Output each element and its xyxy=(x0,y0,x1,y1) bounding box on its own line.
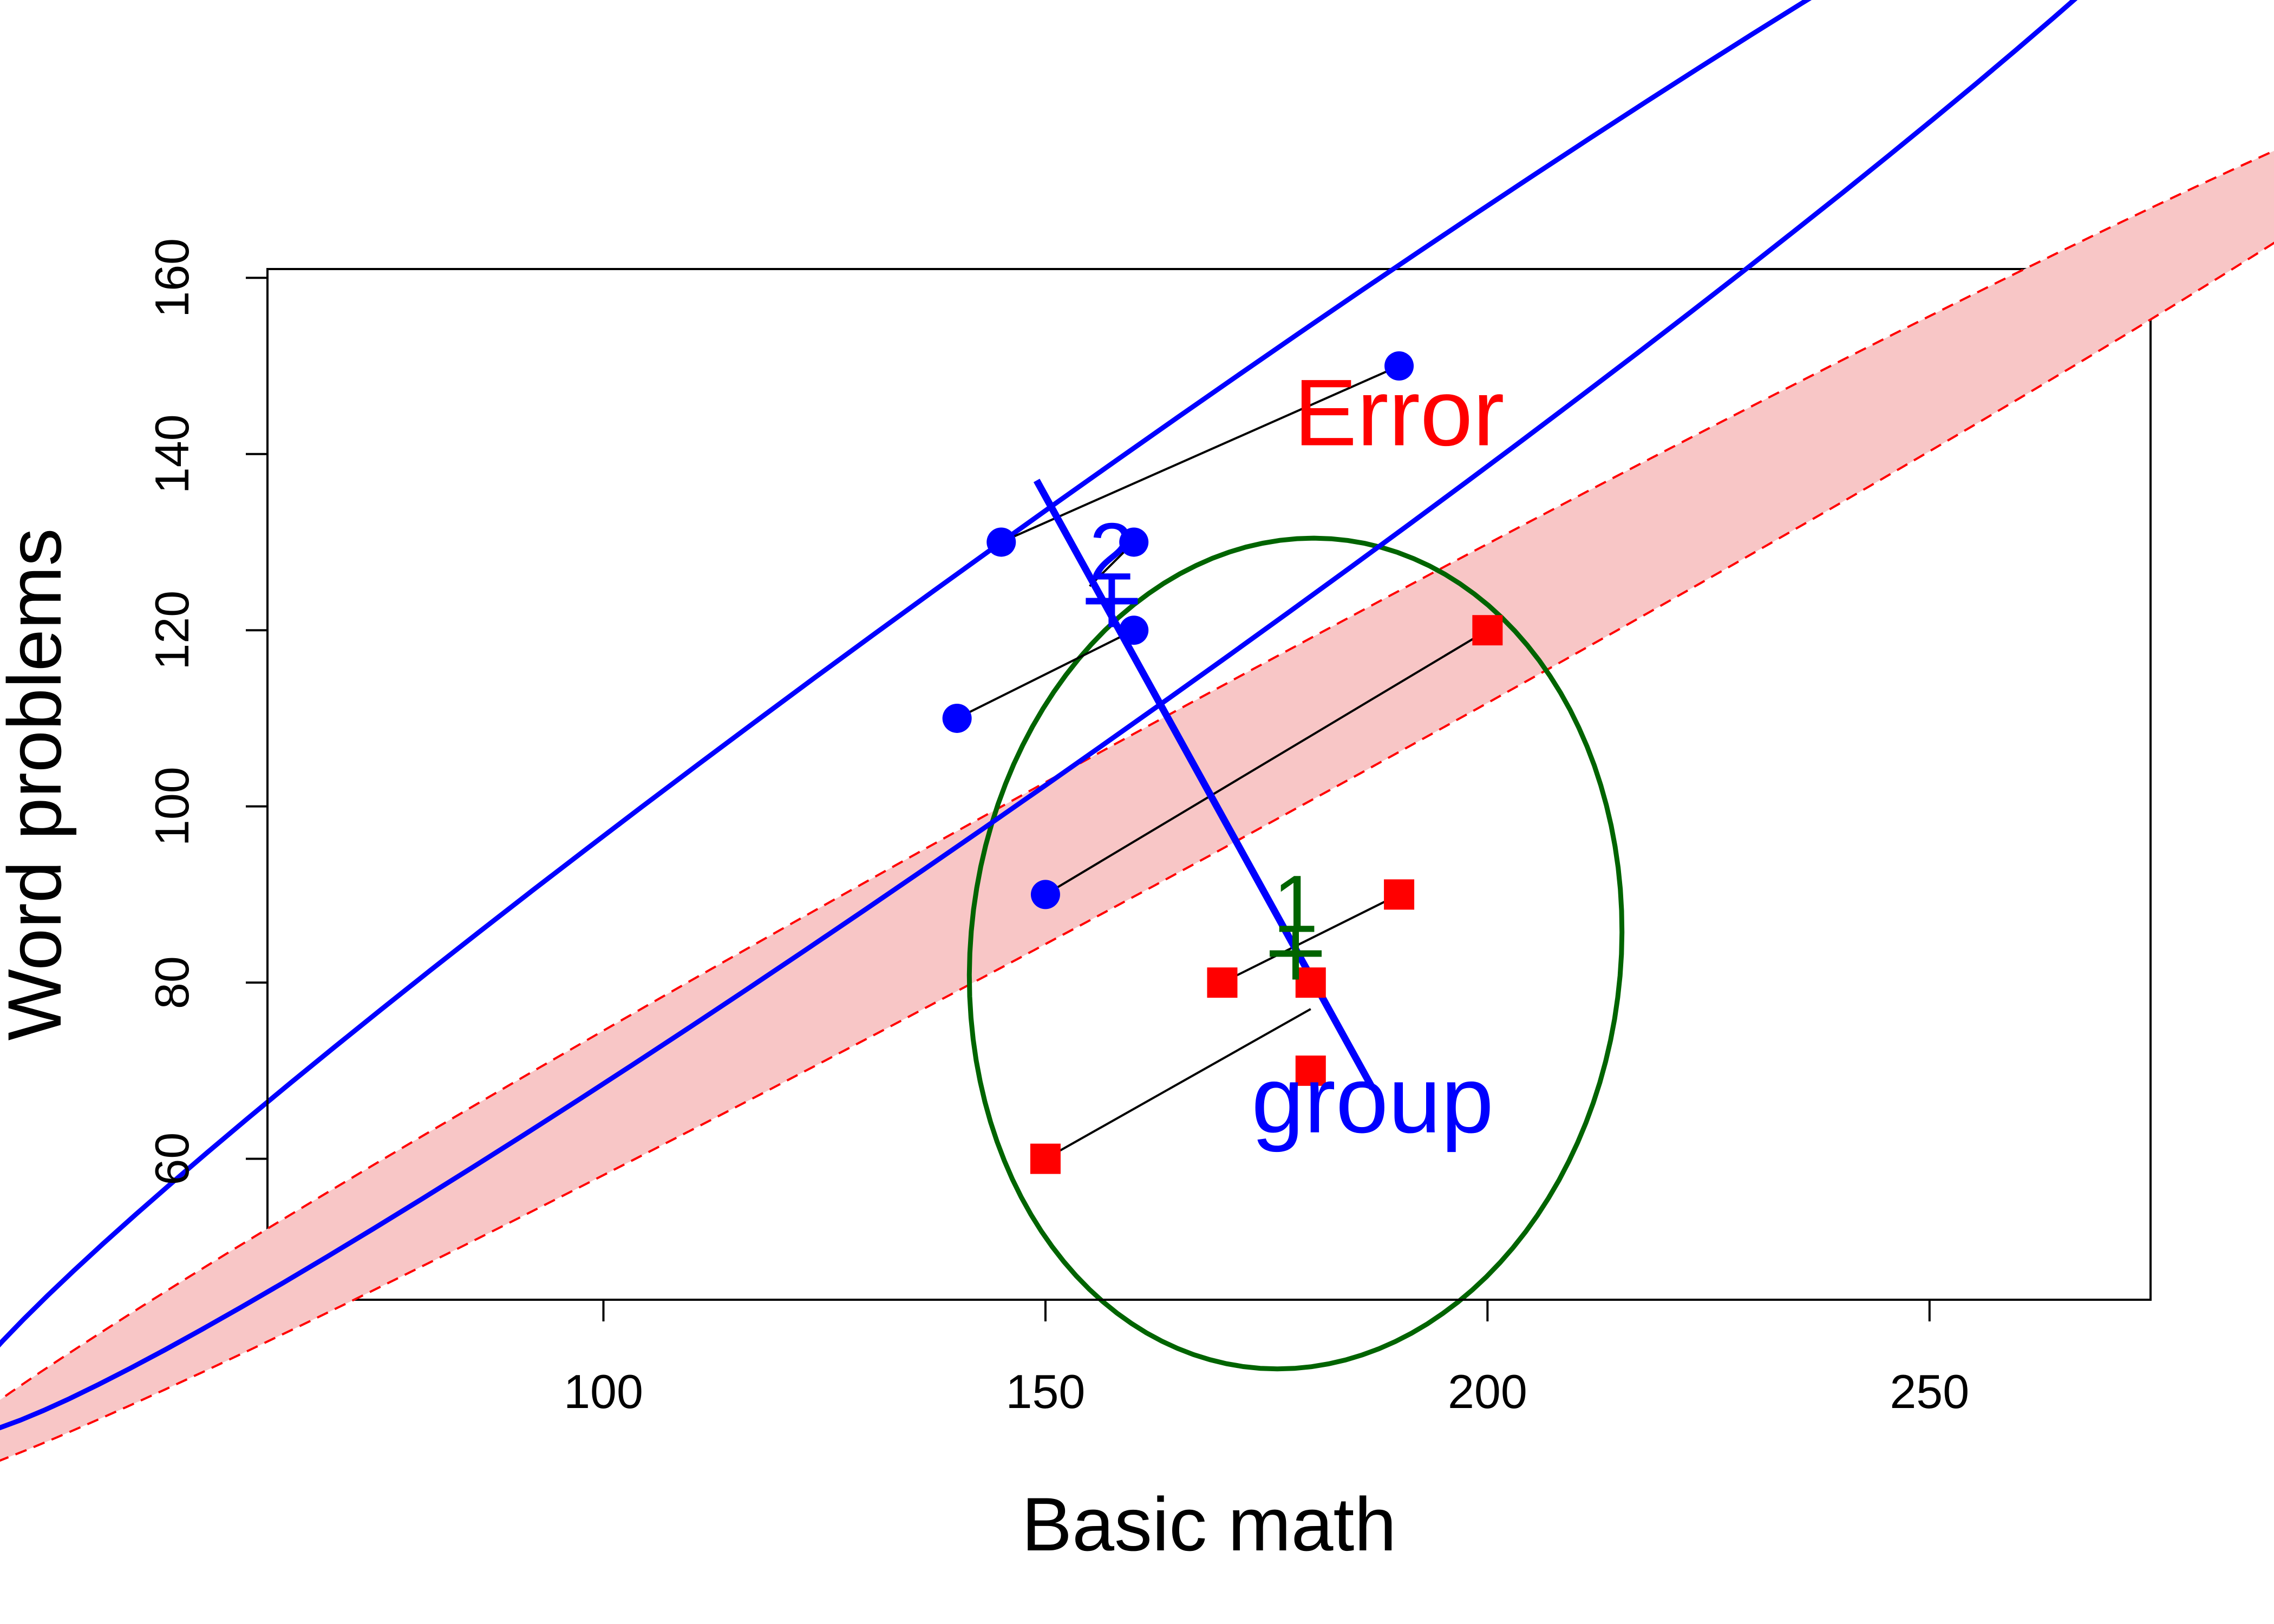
group1-point xyxy=(1295,1055,1326,1086)
group1-ellipse xyxy=(966,535,1625,1372)
points-layer xyxy=(942,351,1503,1174)
connector-line xyxy=(1001,365,1400,543)
y-tick-label: 120 xyxy=(145,591,199,670)
y-tick-label: 80 xyxy=(145,956,199,1009)
group2-point xyxy=(986,527,1016,557)
group-mean-label: 1 xyxy=(1273,858,1318,949)
x-axis-title: Basic math xyxy=(1022,1482,1396,1567)
group2-point xyxy=(942,703,972,733)
x-tick-label: 150 xyxy=(1006,1365,1086,1418)
connector-line xyxy=(1044,1008,1311,1160)
y-tick-label: 60 xyxy=(145,1132,199,1186)
annotation-label: Error xyxy=(1294,360,1505,466)
x-tick-label: 200 xyxy=(1448,1365,1527,1418)
group1-point xyxy=(1384,879,1415,910)
group-means-layer: 12 xyxy=(1086,506,1322,980)
group1-point xyxy=(1472,615,1503,646)
group1-point xyxy=(1295,967,1326,998)
ellipse-layer xyxy=(0,0,2274,1462)
axes-layer: 100 150 200 250 60 80 100 120 140 160 xyxy=(145,238,1969,1418)
y-axis-title: Word problems xyxy=(0,528,77,1041)
connector-line xyxy=(1044,629,1488,896)
error-ellipse xyxy=(0,149,2274,1462)
connector-line xyxy=(956,629,1135,719)
x-tick-label: 250 xyxy=(1890,1365,1969,1418)
connector-line xyxy=(1221,893,1400,984)
y-tick-label: 140 xyxy=(145,414,199,494)
y-tick-label: 160 xyxy=(145,238,199,318)
connector-layer xyxy=(956,365,1488,1160)
x-tick-label: 100 xyxy=(564,1365,643,1418)
group2-point xyxy=(1119,615,1149,645)
group1-point xyxy=(1030,1143,1061,1174)
group2-point xyxy=(1030,880,1060,909)
group2-point xyxy=(1384,351,1414,381)
annotation-label: group xyxy=(1251,1047,1494,1153)
group2-ellipse xyxy=(0,0,2078,1431)
group-mean-label: 2 xyxy=(1089,506,1134,597)
group1-point xyxy=(1207,967,1238,998)
group2-point xyxy=(1119,527,1149,557)
y-tick-label: 100 xyxy=(145,767,199,846)
annotation-layer: Error group xyxy=(1251,360,1504,1152)
